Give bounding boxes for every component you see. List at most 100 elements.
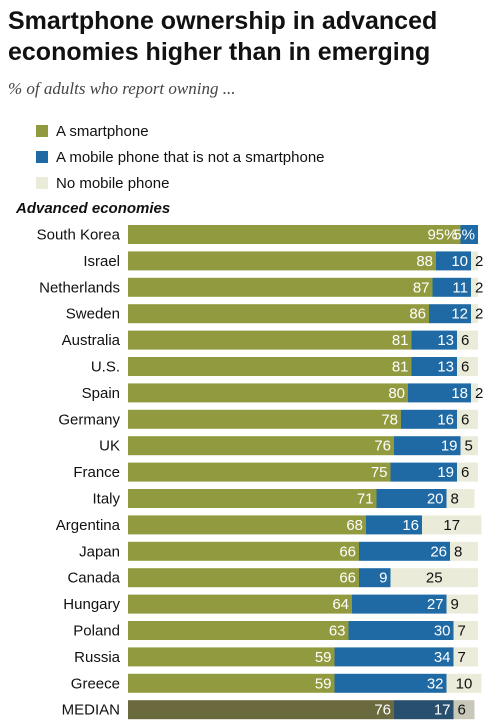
value-label-no-phone-france: 6 [461, 464, 469, 481]
value-label-no-phone-greece: 10 [456, 675, 473, 692]
legend-item-smartphone: A smartphone [36, 118, 325, 144]
category-label-median: MEDIAN [62, 702, 120, 719]
value-label-non-smartphone-canada: 9 [379, 570, 387, 587]
value-label-smartphone-australia: 81 [392, 332, 409, 349]
section-label: Advanced economies [16, 200, 171, 217]
value-label-non-smartphone-spain: 18 [451, 385, 468, 402]
bar-smartphone-france [128, 462, 391, 482]
legend: A smartphone A mobile phone that is not … [36, 118, 325, 196]
category-label-sweden: Sweden [66, 306, 120, 323]
legend-swatch-no-phone [36, 177, 48, 189]
bar-smartphone-italy [128, 489, 377, 508]
bar-non-smartphone-germany [401, 409, 457, 429]
value-label-non-smartphone-median: 17 [434, 702, 451, 719]
value-label-no-phone-poland: 7 [458, 623, 466, 640]
bar-no-phone-poland [453, 621, 478, 640]
bar-no-phone-greece [446, 673, 482, 693]
value-label-non-smartphone-hungary: 27 [427, 596, 444, 613]
category-label-hungary: Hungary [63, 596, 120, 613]
value-label-no-phone-australia: 6 [461, 332, 469, 349]
bar-non-smartphone-israel [436, 251, 471, 271]
value-label-smartphone-italy: 71 [357, 491, 374, 508]
bar-non-smartphone-australia [411, 330, 457, 350]
value-label-non-smartphone-france: 19 [437, 464, 454, 481]
bar-non-smartphone-south-korea [460, 225, 478, 244]
value-label-no-phone-canada: 25 [426, 570, 443, 587]
category-label-u-s: U.S. [91, 359, 120, 376]
bar-non-smartphone-russia [334, 647, 454, 667]
value-label-smartphone-netherlands: 87 [413, 279, 430, 296]
value-label-non-smartphone-sweden: 12 [451, 306, 468, 323]
bar-no-phone-netherlands [471, 277, 478, 297]
value-label-smartphone-greece: 59 [315, 675, 332, 692]
bar-smartphone-germany [128, 409, 401, 429]
category-label-poland: Poland [73, 623, 120, 640]
bar-non-smartphone-poland [348, 621, 454, 640]
bar-no-phone-australia [457, 330, 478, 350]
value-label-non-smartphone-greece: 32 [427, 675, 444, 692]
value-label-smartphone-germany: 78 [381, 411, 398, 428]
bar-non-smartphone-netherlands [432, 277, 471, 297]
bar-smartphone-median [128, 700, 394, 720]
value-label-no-phone-argentina: 17 [443, 517, 460, 534]
bar-no-phone-spain [471, 383, 478, 403]
value-label-smartphone-russia: 59 [315, 649, 332, 666]
bar-no-phone-germany [457, 409, 478, 429]
bar-smartphone-poland [128, 621, 349, 640]
category-label-canada: Canada [67, 570, 120, 587]
value-label-non-smartphone-netherlands: 11 [452, 279, 468, 296]
bar-no-phone-median [453, 700, 475, 720]
category-label-spain: Spain [82, 385, 120, 402]
legend-item-no-phone: No mobile phone [36, 170, 325, 196]
category-label-netherlands: Netherlands [39, 279, 120, 296]
value-label-non-smartphone-u-s: 13 [437, 359, 454, 376]
chart-subtitle: % of adults who report owning ... [8, 79, 236, 98]
value-label-smartphone-south-korea: 95% [427, 227, 457, 244]
bar-no-phone-hungary [446, 594, 478, 614]
value-label-smartphone-median: 76 [374, 702, 391, 719]
legend-label-non-smartphone: A mobile phone that is not a smartphone [56, 148, 325, 166]
legend-swatch-non-smartphone [36, 151, 48, 163]
bar-no-phone-italy [446, 489, 475, 508]
bar-no-phone-sweden [471, 304, 478, 324]
value-label-no-phone-israel: 2 [475, 253, 483, 270]
bar-smartphone-greece [128, 673, 335, 693]
category-label-germany: Germany [58, 411, 120, 428]
value-label-no-phone-japan: 8 [454, 543, 462, 560]
bar-no-phone-canada [390, 568, 478, 588]
value-label-no-phone-hungary: 9 [451, 596, 459, 613]
bar-no-phone-israel [471, 251, 478, 271]
value-label-no-phone-sweden: 2 [475, 306, 483, 323]
category-label-france: France [73, 464, 120, 481]
value-label-non-smartphone-uk: 19 [441, 438, 458, 455]
bar-smartphone-russia [128, 647, 335, 667]
value-label-smartphone-poland: 63 [329, 623, 346, 640]
bar-smartphone-netherlands [128, 277, 433, 297]
value-label-no-phone-italy: 8 [451, 491, 459, 508]
value-label-non-smartphone-japan: 26 [430, 543, 447, 560]
bar-smartphone-argentina [128, 515, 366, 535]
category-label-japan: Japan [79, 543, 120, 560]
bar-no-phone-france [457, 462, 478, 482]
bar-smartphone-uk [128, 436, 394, 456]
bar-no-phone-argentina [422, 515, 482, 535]
legend-label-no-phone: No mobile phone [56, 174, 170, 192]
value-label-non-smartphone-australia: 13 [437, 332, 454, 349]
bar-smartphone-hungary [128, 594, 352, 614]
value-label-no-phone-netherlands: 2 [475, 279, 483, 296]
value-label-non-smartphone-poland: 30 [434, 623, 451, 640]
value-label-smartphone-japan: 66 [339, 543, 356, 560]
bar-smartphone-south-korea [128, 225, 461, 244]
value-label-no-phone-russia: 7 [458, 649, 466, 666]
value-label-non-smartphone-israel: 10 [451, 253, 468, 270]
bar-non-smartphone-hungary [352, 594, 447, 614]
value-label-smartphone-spain: 80 [388, 385, 405, 402]
value-label-smartphone-israel: 88 [416, 253, 433, 270]
category-label-russia: Russia [74, 649, 121, 666]
bar-smartphone-sweden [128, 304, 429, 324]
bar-smartphone-u-s [128, 357, 412, 376]
bar-no-phone-japan [450, 541, 478, 561]
bar-non-smartphone-argentina [366, 515, 422, 535]
value-label-non-smartphone-russia: 34 [434, 649, 451, 666]
